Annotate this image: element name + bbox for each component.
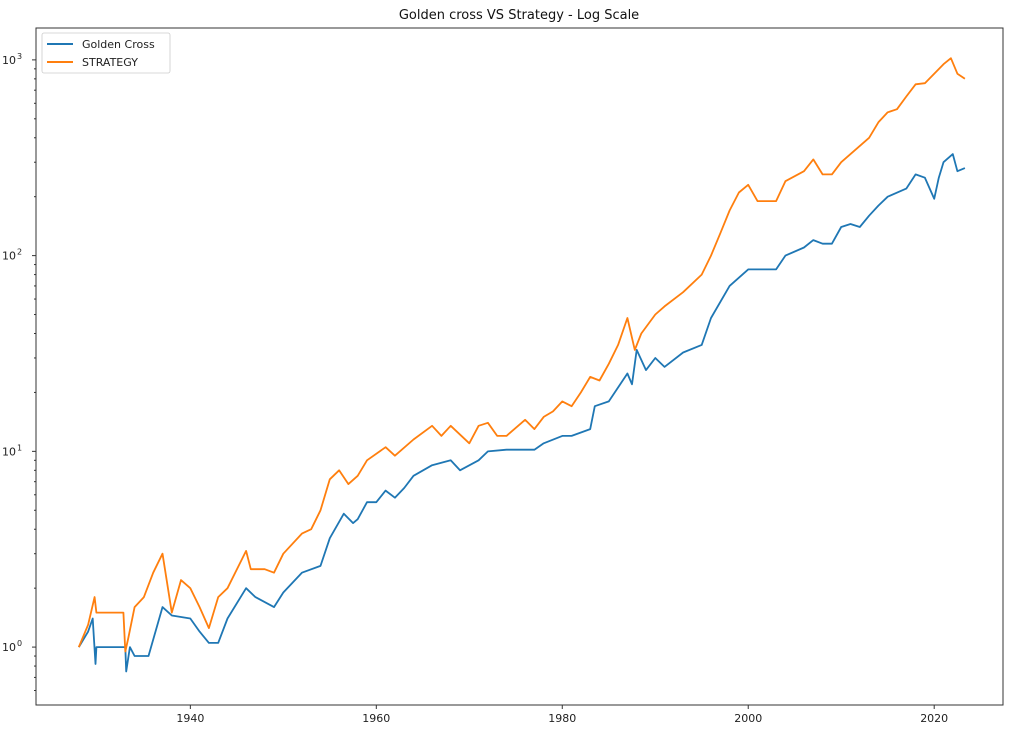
series-line-golden-cross bbox=[78, 153, 966, 673]
x-tick-label: 2020 bbox=[920, 712, 948, 725]
legend-label-strategy: STRATEGY bbox=[82, 56, 138, 69]
plot-frame bbox=[35, 27, 1004, 706]
series-line-strategy bbox=[77, 57, 966, 653]
y-tick-label: 10 bbox=[2, 445, 16, 458]
y-tick-exponent: 1 bbox=[17, 443, 22, 452]
x-tick-label: 1940 bbox=[176, 712, 204, 725]
chart-title: Golden cross VS Strategy - Log Scale bbox=[399, 8, 639, 23]
y-tick-exponent: 0 bbox=[17, 639, 22, 648]
y-tick-label: 10 bbox=[2, 250, 16, 263]
y-tick-exponent: 3 bbox=[17, 52, 22, 61]
x-tick-label: 1980 bbox=[548, 712, 576, 725]
legend-frame bbox=[41, 32, 171, 74]
y-tick-exponent: 2 bbox=[17, 248, 22, 257]
y-tick-label: 10 bbox=[2, 54, 16, 67]
x-tick-label: 2000 bbox=[734, 712, 762, 725]
legend: Golden Cross STRATEGY bbox=[41, 32, 171, 74]
series-layer bbox=[77, 57, 966, 673]
x-tick-label: 1960 bbox=[362, 712, 390, 725]
legend-label-golden-cross: Golden Cross bbox=[82, 38, 155, 51]
y-tick-label: 10 bbox=[2, 641, 16, 654]
